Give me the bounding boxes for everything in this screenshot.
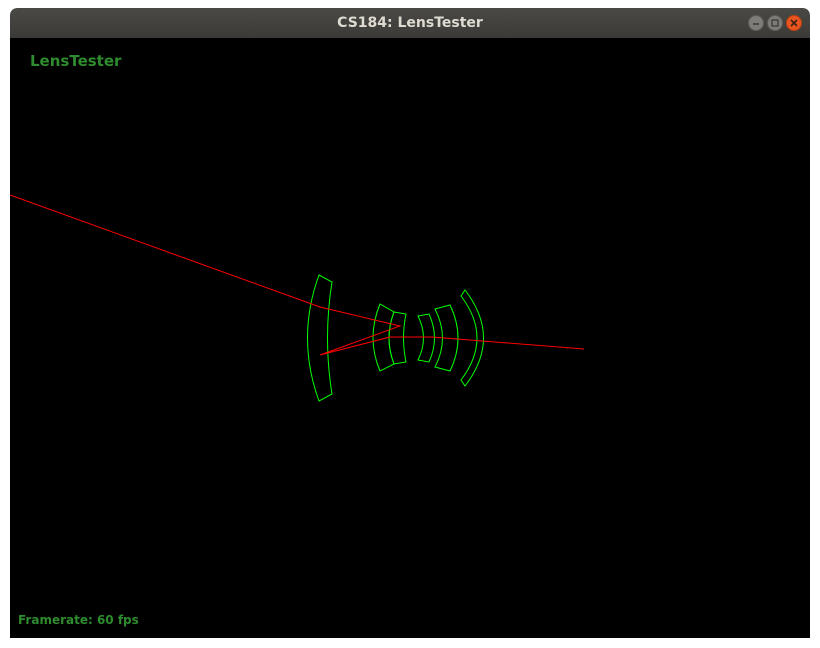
lens-element-1	[307, 274, 333, 402]
minimize-button[interactable]	[748, 15, 764, 31]
render-canvas[interactable]: LensTester Framerate: 60 fps	[10, 38, 810, 638]
lens-scene	[10, 194, 585, 402]
close-button[interactable]	[786, 15, 802, 31]
lens-element-6	[460, 289, 484, 387]
window-title: CS184: LensTester	[337, 15, 483, 31]
app-window: CS184: LensTester LensTester Framer	[10, 8, 810, 638]
title-bar[interactable]: CS184: LensTester	[10, 8, 810, 38]
framerate-label: Framerate: 60 fps	[18, 613, 139, 627]
app-label: LensTester	[30, 52, 122, 70]
maximize-icon	[771, 19, 779, 27]
lens-group	[307, 274, 484, 402]
lens-element-5	[434, 304, 459, 372]
maximize-button[interactable]	[767, 15, 783, 31]
traced-ray	[10, 194, 585, 356]
lens-element-4	[417, 313, 435, 363]
minimize-icon	[753, 23, 759, 25]
lens-element-3	[388, 311, 407, 365]
close-icon	[790, 19, 798, 27]
